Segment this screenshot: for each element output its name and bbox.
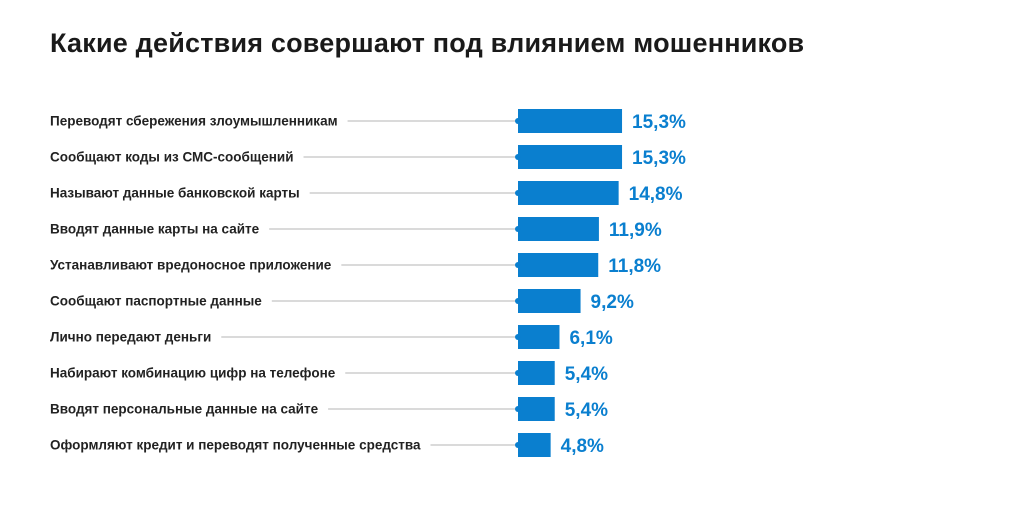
category-label: Оформляют кредит и переводят полученные … [50, 438, 421, 453]
bar [518, 397, 555, 421]
value-label: 4,8% [561, 436, 604, 457]
category-label: Лично передают деньги [50, 330, 211, 345]
category-label: Называют данные банковской карты [50, 186, 300, 201]
category-label: Набирают комбинацию цифр на телефоне [50, 366, 336, 381]
value-label: 6,1% [569, 328, 612, 349]
value-label: 14,8% [629, 184, 683, 205]
category-label: Вводят данные карты на сайте [50, 222, 260, 237]
bar [518, 181, 619, 205]
bar-dot [515, 226, 521, 232]
value-label: 11,9% [609, 220, 662, 241]
bar [518, 217, 599, 241]
bar-dot [515, 262, 521, 268]
bar [518, 253, 599, 277]
bar [518, 145, 623, 169]
bar-dot [515, 370, 521, 376]
bar-dot [515, 298, 521, 304]
category-label: Сообщают паспортные данные [50, 294, 262, 309]
bar-dot [515, 334, 521, 340]
bar-dot [515, 118, 521, 124]
category-label: Вводят персональные данные на сайте [50, 402, 319, 417]
chart-title: Какие действия совершают под влиянием мо… [50, 28, 805, 58]
bar-dot [515, 406, 521, 412]
bar-dot [515, 442, 521, 448]
category-label: Сообщают коды из СМС-сообщений [50, 150, 294, 165]
bar [518, 361, 555, 385]
value-label: 5,4% [565, 364, 608, 385]
value-label: 15,3% [632, 148, 686, 169]
bar [518, 433, 551, 457]
category-label: Устанавливают вредоносное приложение [50, 258, 332, 273]
category-label: Переводят сбережения злоумышленникам [50, 114, 338, 129]
value-label: 15,3% [632, 112, 686, 133]
bar-dot [515, 154, 521, 160]
bar [518, 325, 560, 349]
bar-dot [515, 190, 521, 196]
value-label: 5,4% [565, 400, 608, 421]
value-label: 9,2% [591, 292, 634, 313]
bar [518, 109, 623, 133]
value-label: 11,8% [608, 256, 661, 277]
bar [518, 289, 581, 313]
